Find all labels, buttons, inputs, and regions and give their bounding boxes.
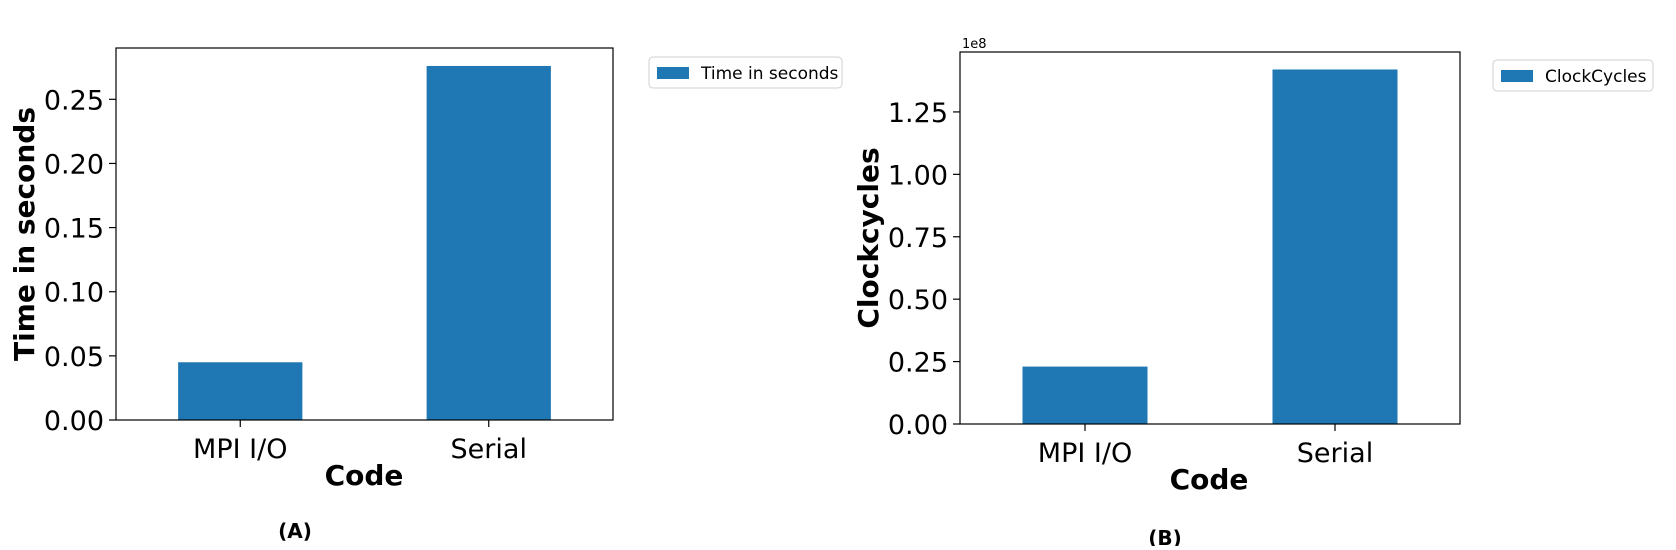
y-offset-label: 1e8 bbox=[962, 37, 987, 52]
y-tick-label: 0.15 bbox=[44, 214, 104, 245]
y-tick-label: 0.75 bbox=[888, 223, 948, 254]
bar-mpi-i-o bbox=[178, 362, 303, 420]
figure-caption: (B) bbox=[1148, 526, 1182, 546]
figure-caption: (A) bbox=[278, 519, 312, 543]
x-tick-label: MPI I/O bbox=[193, 434, 287, 465]
y-tick-label: 0.00 bbox=[44, 406, 104, 437]
legend: ClockCycles bbox=[1492, 59, 1654, 92]
legend: Time in seconds bbox=[648, 56, 843, 89]
legend-swatch bbox=[657, 67, 689, 79]
y-tick-label: 0.10 bbox=[44, 278, 104, 309]
bar-serial bbox=[426, 65, 551, 420]
bar-mpi-i-o bbox=[1022, 366, 1148, 424]
chart-a: 0.00 0.05 0.10 0.15 0.20 0.25 MPI I/O Serial Cod… bbox=[8, 47, 843, 543]
chart-b: 0.00 0.25 0.50 0.75 1.00 1.25 MPI I/O Serial Cod… bbox=[852, 37, 1654, 550]
y-axis-label: Clockcycles bbox=[852, 147, 885, 328]
x-axis-label: Code bbox=[1170, 463, 1249, 496]
y-tick-label: 0.20 bbox=[44, 149, 104, 180]
y-tick-label: 0.05 bbox=[44, 342, 104, 373]
axes-frame bbox=[959, 51, 1461, 425]
legend-box bbox=[1492, 59, 1654, 92]
legend-label: Time in seconds bbox=[700, 64, 839, 84]
legend-box bbox=[648, 56, 843, 89]
y-tick-label: 1.00 bbox=[888, 160, 948, 191]
x-axis-label: Code bbox=[325, 459, 404, 492]
y-tick-label: 0.50 bbox=[888, 285, 948, 316]
y-tick-label: 0.25 bbox=[888, 348, 948, 379]
x-tick-label: Serial bbox=[1297, 438, 1373, 469]
y-tick-label: 0.00 bbox=[888, 410, 948, 441]
bar-serial bbox=[1272, 69, 1398, 425]
x-tick-label: MPI I/O bbox=[1038, 438, 1132, 469]
y-tick-label: 1.25 bbox=[888, 98, 948, 129]
axes-frame bbox=[115, 47, 614, 421]
y-tick-label: 0.25 bbox=[44, 85, 104, 116]
y-axis-label: Time in seconds bbox=[8, 107, 41, 361]
legend-label: ClockCycles bbox=[1545, 67, 1647, 87]
x-tick-label: Serial bbox=[451, 434, 527, 465]
legend-swatch bbox=[1501, 70, 1533, 82]
